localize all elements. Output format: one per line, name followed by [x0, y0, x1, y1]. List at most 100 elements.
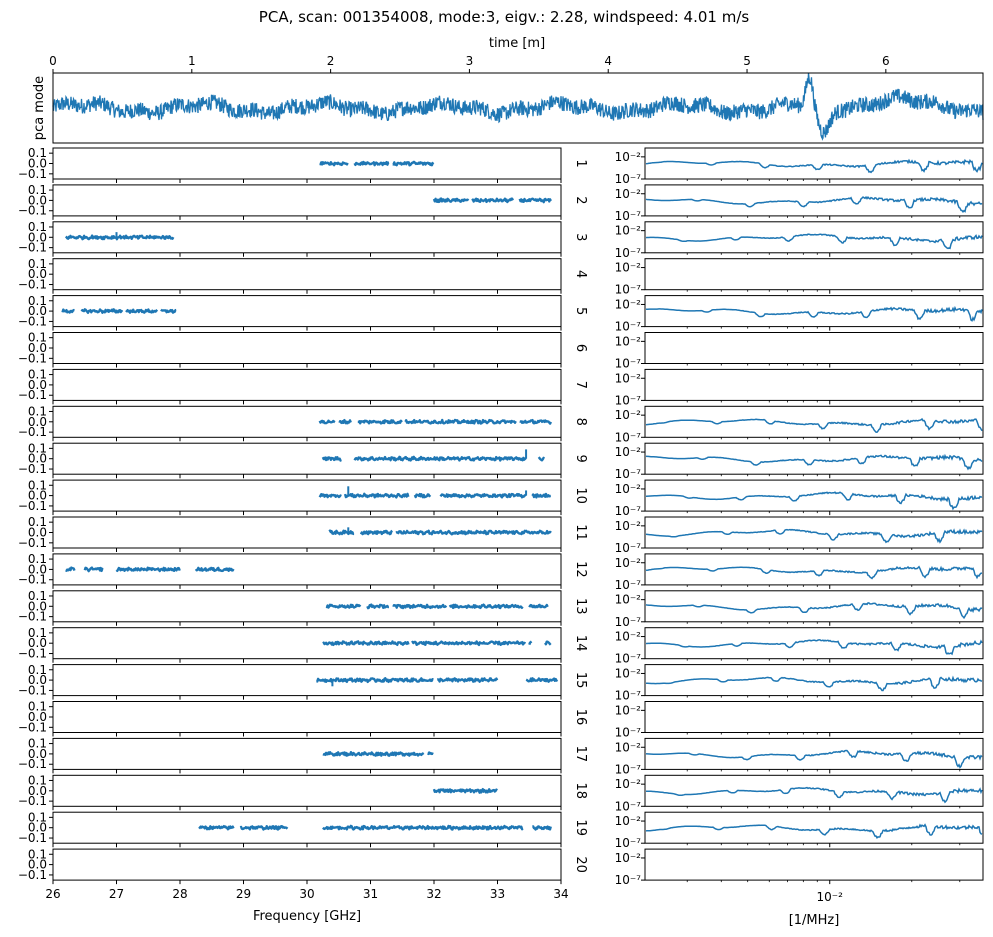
channel-label: 1 — [573, 159, 588, 167]
spectrum-line — [645, 233, 983, 250]
spectrum-y-tick-label: 10⁻⁷ — [615, 283, 642, 297]
frequency-data-segment — [544, 640, 552, 646]
spectrum-y-tick-label: 10⁻⁷ — [615, 652, 642, 666]
channel-label: 16 — [573, 709, 588, 726]
frequency-data-segment — [519, 418, 552, 425]
channel-label: 9 — [573, 455, 588, 463]
spectrum-y-tick-label: 10⁻² — [615, 482, 642, 496]
frequency-panel-3: 0.10.0−0.1 3 — [18, 220, 588, 257]
frequency-y-tick-label: 0.0 — [28, 526, 47, 540]
spectrum-panel-frame — [644, 479, 984, 512]
spectrum-y-tick-label: 10⁻⁷ — [615, 172, 642, 186]
spectrum-panel-frame — [644, 405, 984, 438]
frequency-panel-13: 0.10.0−0.1 13 — [18, 589, 588, 626]
spectrum-panel-1: 10⁻² 10⁻⁷ — [615, 147, 984, 186]
time-tick-label: 3 — [466, 54, 474, 68]
frequency-panel-16: 0.10.0−0.1 16 — [18, 700, 588, 737]
spectrum-panel-17: 10⁻² 10⁻⁷ — [615, 737, 984, 776]
spectrum-panel-5: 10⁻² 10⁻⁷ — [615, 295, 984, 334]
frequency-y-tick-label: 0.0 — [28, 304, 47, 318]
frequency-data-segment — [395, 529, 552, 536]
frequency-data-segment — [432, 788, 498, 794]
spectrum-panel-frame — [644, 258, 984, 291]
frequency-y-tick-label: 0.0 — [28, 193, 47, 207]
frequency-panel-frame — [52, 368, 562, 401]
frequency-data-segment — [198, 825, 235, 831]
spectrum-line — [646, 675, 983, 692]
time-tick-label: 1 — [188, 54, 196, 68]
frequency-y-tick-label: −0.1 — [18, 314, 47, 328]
spectrum-y-tick-label: 10⁻² — [615, 445, 642, 459]
frequency-y-tick-label: 0.0 — [28, 599, 47, 613]
spectrum-panels: 10⁻²10⁻⁷10⁻²10⁻⁷10⁻²10⁻⁷10⁻²10⁻⁷10⁻²10⁻⁷… — [615, 147, 984, 887]
frequency-y-tick-label: 0.0 — [28, 710, 47, 724]
channel-label: 18 — [573, 783, 588, 800]
frequency-y-tick-label: 0.0 — [28, 821, 47, 835]
spectrum-y-tick-label: 10⁻⁷ — [615, 430, 642, 444]
channel-label: 10 — [573, 487, 588, 504]
frequency-y-tick-label: −0.1 — [18, 757, 47, 771]
frequency-data-segment — [471, 197, 514, 204]
frequency-data-segment — [239, 825, 289, 831]
spectrum-panel-10: 10⁻² 10⁻⁷ — [615, 479, 984, 518]
frequency-x-tick-label: 30 — [299, 887, 314, 901]
frequency-y-tick-label: 0.1 — [28, 331, 47, 345]
frequency-y-tick-label: 0.0 — [28, 784, 47, 798]
frequency-y-tick-label: −0.1 — [18, 241, 47, 255]
frequency-y-tick-label: −0.1 — [18, 610, 47, 624]
frequency-panel-11: 0.10.0−0.1 11 — [18, 515, 588, 552]
spectrum-y-tick-label: 10⁻⁷ — [615, 320, 642, 334]
frequency-panel-frame — [52, 332, 562, 364]
spectrum-y-tick-label: 10⁻² — [615, 334, 642, 348]
frequency-data-segment — [328, 529, 355, 536]
spectrum-line — [645, 565, 983, 580]
spectrum-panel-18: 10⁻² 10⁻⁷ — [615, 774, 984, 813]
channel-label: 3 — [573, 233, 588, 241]
spectrum-x-tick-label: 10⁻² — [817, 890, 844, 904]
spectrum-line — [645, 305, 983, 322]
time-tick-label: 6 — [882, 54, 890, 68]
spectrum-panel-frame — [644, 811, 984, 844]
spectrum-panel-frame — [644, 332, 984, 364]
frequency-data-segment — [392, 160, 435, 167]
spectrum-line — [645, 823, 983, 840]
frequency-y-tick-label: −0.1 — [18, 573, 47, 587]
frequency-panel-15: 0.10.0−0.1 15 — [18, 663, 588, 700]
frequency-y-tick-label: −0.1 — [18, 720, 47, 734]
spectrum-y-tick-label: 10⁻² — [615, 630, 642, 644]
time-tick-label: 2 — [327, 54, 335, 68]
spectrum-panel-frame — [644, 701, 984, 733]
spectrum-line — [645, 158, 983, 174]
frequency-y-tick-label: 0.1 — [28, 626, 47, 640]
channel-label: 17 — [573, 746, 588, 763]
spectrum-line — [645, 453, 983, 471]
spectrum-y-tick-label: 10⁻⁷ — [615, 762, 642, 776]
frequency-y-tick-label: 0.0 — [28, 489, 47, 503]
frequency-x-tick-label: 34 — [553, 887, 568, 901]
frequency-data-segment — [448, 603, 524, 610]
frequency-data-segment — [65, 566, 76, 572]
frequency-y-tick-label: 0.0 — [28, 452, 47, 466]
channel-label: 15 — [573, 672, 588, 689]
spectrum-y-tick-label: 10⁻² — [615, 371, 642, 385]
frequency-y-tick-label: 0.1 — [28, 146, 47, 160]
frequency-y-tick-label: −0.1 — [18, 868, 47, 882]
time-series-panel: 0 1 2 3 4 5 6 time [m] pca mode — [32, 36, 984, 144]
frequency-data-segment — [322, 824, 524, 831]
frequency-panel-4: 0.10.0−0.1 4 — [18, 257, 588, 294]
spectrum-panel-15: 10⁻² 10⁻⁷ — [615, 664, 984, 703]
frequency-y-tick-label: 0.0 — [28, 673, 47, 687]
spectrum-panel-frame — [644, 737, 984, 770]
spectrum-y-tick-label: 10⁻⁷ — [615, 467, 642, 481]
time-x-ticks: 0 1 2 3 4 5 6 — [49, 54, 890, 73]
frequency-y-tick-label: 0.1 — [28, 810, 47, 824]
spectrum-x-ticks: 10⁻² — [817, 890, 844, 904]
spectrum-line — [646, 639, 983, 656]
spectrum-y-tick-label: 10⁻² — [615, 297, 642, 311]
spectrum-line — [646, 491, 983, 511]
frequency-panel-18: 0.10.0−0.1 18 — [18, 773, 588, 811]
channel-label: 12 — [573, 561, 588, 578]
spectrum-panel-12: 10⁻² 10⁻⁷ — [615, 553, 984, 592]
frequency-y-tick-label: −0.1 — [18, 351, 47, 365]
spectrum-axis-label: [1/MHz] — [789, 913, 840, 928]
